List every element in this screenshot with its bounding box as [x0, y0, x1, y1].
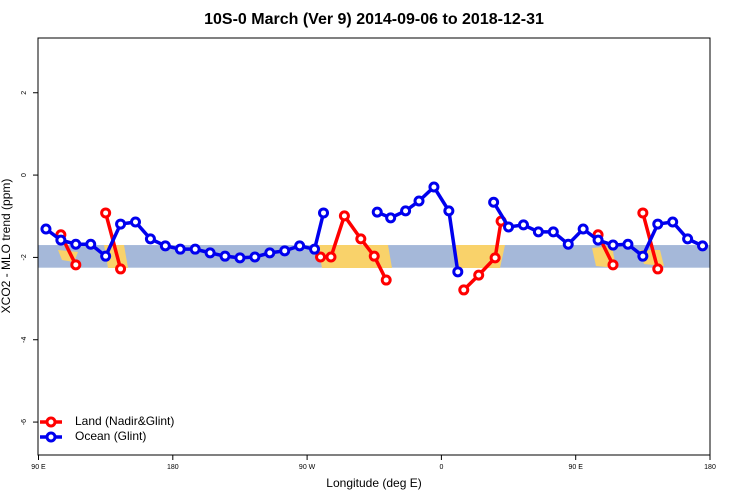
point — [115, 218, 127, 230]
plot-frame — [37, 37, 711, 456]
point — [607, 259, 619, 271]
point — [85, 238, 97, 250]
point — [40, 223, 52, 235]
chart-title: 10S-0 March (Ver 9) 2014-09-06 to 2018-1… — [204, 11, 544, 28]
point — [503, 221, 515, 233]
x-tick-label: 180 — [167, 464, 179, 471]
point — [279, 245, 291, 257]
point — [577, 223, 589, 235]
point — [204, 247, 216, 259]
y-tick-label: 2 — [21, 91, 28, 95]
x-tick-label: 0 — [439, 464, 443, 471]
y-tick-label: 0 — [21, 173, 28, 177]
point — [428, 181, 440, 193]
x-tick-label: 90 W — [299, 464, 316, 471]
point — [318, 207, 330, 219]
point — [368, 250, 380, 262]
point — [652, 263, 664, 275]
point — [458, 284, 470, 296]
x-tick-label: 90 E — [568, 464, 583, 471]
point — [697, 240, 709, 252]
point — [249, 251, 261, 263]
point — [338, 210, 350, 222]
point — [70, 238, 82, 250]
point — [219, 250, 231, 262]
point — [517, 219, 529, 231]
legend-marker — [45, 431, 57, 443]
x-axis-label: Longitude (deg E) — [326, 476, 421, 490]
x-tick-label: 90 E — [31, 464, 46, 471]
point — [637, 250, 649, 262]
point — [592, 234, 604, 246]
point — [115, 263, 127, 275]
point — [325, 251, 337, 263]
point — [443, 205, 455, 217]
point — [129, 216, 141, 228]
legend-label: Land (Nadir&Glint) — [75, 414, 174, 428]
point — [234, 252, 246, 264]
point — [385, 212, 397, 224]
legend-marker — [45, 416, 57, 428]
point — [413, 195, 425, 207]
point — [473, 269, 485, 281]
point — [532, 226, 544, 238]
point — [637, 207, 649, 219]
point — [547, 226, 559, 238]
point — [144, 233, 156, 245]
point — [371, 206, 383, 218]
point — [174, 243, 186, 255]
point — [189, 243, 201, 255]
y-tick-label: -2 — [21, 254, 28, 260]
point — [55, 234, 67, 246]
y-tick-label: -6 — [21, 419, 28, 425]
point — [100, 207, 112, 219]
point — [400, 205, 412, 217]
point — [667, 216, 679, 228]
point — [315, 251, 327, 263]
y-axis-label: XCO2 - MLO trend (ppm) — [0, 179, 13, 314]
point — [489, 252, 501, 264]
point — [264, 247, 276, 259]
point — [622, 238, 634, 250]
point — [682, 233, 694, 245]
point — [70, 259, 82, 271]
y-tick-label: -4 — [21, 337, 28, 343]
point — [380, 274, 392, 286]
point — [355, 233, 367, 245]
point — [562, 238, 574, 250]
point — [652, 218, 664, 230]
point — [607, 239, 619, 251]
point — [159, 240, 171, 252]
legend-label: Ocean (Glint) — [75, 429, 146, 443]
point — [294, 240, 306, 252]
point — [488, 196, 500, 208]
point — [100, 250, 112, 262]
point — [452, 266, 464, 278]
point — [309, 243, 321, 255]
x-tick-label: 180 — [704, 464, 716, 471]
